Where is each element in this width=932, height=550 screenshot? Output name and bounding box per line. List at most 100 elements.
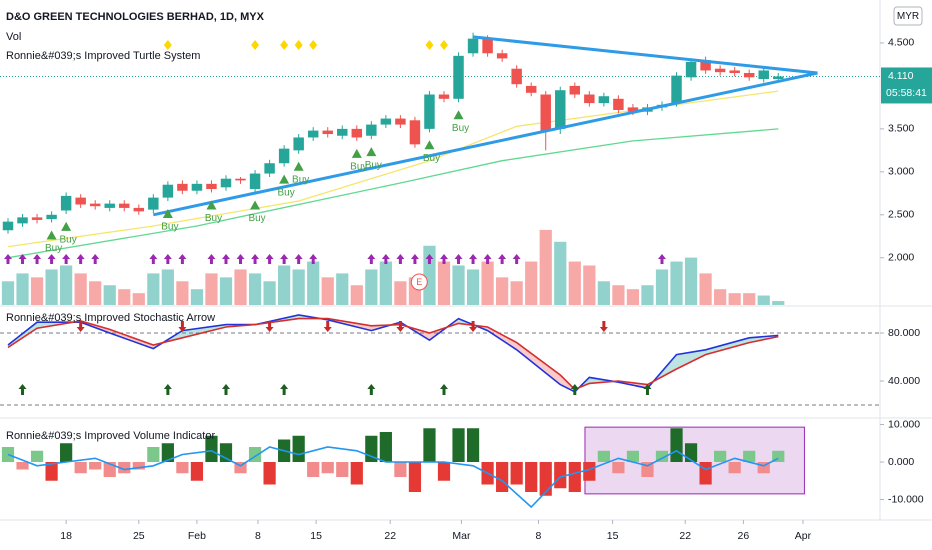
purple-arrow bbox=[425, 254, 434, 264]
volume-bar bbox=[248, 273, 262, 305]
candle-body bbox=[31, 217, 43, 220]
volume-bar bbox=[365, 269, 378, 305]
candle-body bbox=[511, 68, 522, 85]
buy-arrow bbox=[250, 200, 261, 210]
volume-indicator-bar bbox=[496, 462, 509, 492]
volume-label: Vol bbox=[6, 31, 21, 43]
volume-bar bbox=[394, 281, 407, 305]
earnings-marker bbox=[410, 273, 428, 291]
volume-bar bbox=[670, 261, 683, 305]
volume-indicator-bar bbox=[466, 428, 480, 463]
y-tick-label: 2.500 bbox=[888, 209, 914, 221]
purple-arrow bbox=[178, 254, 187, 264]
volume-bar bbox=[205, 273, 218, 305]
volume-bar bbox=[176, 281, 189, 305]
volume-indicator-bar bbox=[452, 428, 465, 463]
candle-body bbox=[133, 207, 145, 212]
down-arrow bbox=[178, 321, 187, 332]
purple-arrow bbox=[91, 254, 100, 264]
candle-body bbox=[148, 197, 159, 210]
signal-diamond bbox=[439, 40, 448, 50]
volume-indicator-line bbox=[7, 446, 779, 509]
volume-indicator-bar bbox=[597, 450, 610, 463]
volume-bar bbox=[452, 265, 465, 305]
volume-bar bbox=[161, 269, 174, 305]
volume-bar bbox=[219, 277, 233, 305]
volume-indicator-bar bbox=[568, 462, 581, 492]
volume-indicator-bar bbox=[437, 462, 451, 481]
purple-arrow bbox=[251, 254, 260, 264]
candle-body bbox=[584, 94, 595, 104]
y-tick-label: 80.000 bbox=[888, 327, 920, 339]
candle-body bbox=[424, 94, 435, 129]
volume-bar bbox=[278, 265, 291, 305]
signal-diamond bbox=[163, 40, 172, 50]
volume-bar bbox=[350, 285, 363, 305]
purple-arrow bbox=[62, 254, 71, 264]
candle-body bbox=[438, 94, 450, 99]
countdown: 05:58:41 bbox=[886, 87, 927, 99]
currency: MYR bbox=[897, 11, 919, 22]
x-tick-label: Apr bbox=[795, 530, 812, 542]
candle-body bbox=[598, 96, 610, 104]
up-arrow bbox=[367, 384, 376, 395]
candle-body bbox=[714, 68, 726, 73]
buy-label: Buy bbox=[248, 213, 265, 224]
volume-bar bbox=[728, 293, 741, 305]
volume-bar bbox=[437, 261, 451, 305]
x-tick-label: 26 bbox=[738, 530, 750, 542]
candle-body bbox=[773, 76, 784, 80]
signal-diamond bbox=[294, 40, 303, 50]
volume-indicator-bar bbox=[118, 462, 131, 474]
volume-bar bbox=[118, 289, 131, 305]
currency-button[interactable] bbox=[893, 6, 923, 26]
buy-arrow bbox=[61, 221, 72, 231]
buy-arrow bbox=[279, 174, 290, 184]
volume-indicator-bar bbox=[525, 462, 538, 492]
volume-bar bbox=[234, 269, 247, 305]
volume-indicator-bar bbox=[670, 428, 683, 463]
purple-arrow bbox=[280, 254, 289, 264]
candle-body bbox=[540, 94, 551, 131]
volume-bar bbox=[568, 261, 581, 305]
buy-arrow bbox=[162, 209, 173, 219]
volume-bar bbox=[684, 257, 698, 305]
candle-body bbox=[627, 107, 639, 112]
y-tick-label: -10.000 bbox=[888, 493, 924, 505]
volume-indicator-bar bbox=[714, 450, 727, 463]
volume-indicator-title: Ronnie&#039;s Improved Volume Indicator bbox=[6, 430, 215, 442]
signal-diamond bbox=[309, 40, 318, 50]
buy-label: Buy bbox=[292, 174, 309, 185]
volume-bar bbox=[525, 261, 538, 305]
volume-bar bbox=[423, 245, 436, 305]
volume-indicator-bar bbox=[205, 435, 218, 463]
up-arrow bbox=[280, 384, 289, 395]
purple-arrow bbox=[265, 254, 274, 264]
volume-bar bbox=[292, 269, 305, 305]
y-tick-label: 2.000 bbox=[888, 252, 914, 264]
volume-indicator-bar bbox=[307, 462, 320, 477]
buy-label: Buy bbox=[452, 123, 469, 134]
candle-body bbox=[409, 120, 421, 145]
candle-body bbox=[177, 183, 188, 191]
volume-indicator-bar bbox=[45, 462, 58, 481]
purple-arrow bbox=[498, 254, 507, 264]
volume-indicator-bar bbox=[74, 462, 87, 474]
up-arrow bbox=[570, 384, 579, 395]
y-tick-label: 0.000 bbox=[888, 456, 914, 468]
volume-indicator-bar bbox=[743, 450, 756, 463]
volume-indicator-bar bbox=[132, 462, 145, 470]
volume-bar bbox=[554, 241, 567, 305]
volume-indicator-bar bbox=[626, 450, 640, 463]
volume-bar bbox=[307, 261, 320, 305]
candle-body bbox=[307, 130, 319, 138]
purple-arrow bbox=[396, 254, 405, 264]
volume-bar bbox=[655, 269, 669, 305]
candle-body bbox=[119, 203, 130, 208]
volume-indicator-bar bbox=[684, 443, 698, 463]
buy-arrow bbox=[351, 148, 362, 158]
volume-bar bbox=[379, 261, 392, 305]
purple-arrow bbox=[512, 254, 521, 264]
down-arrow bbox=[76, 321, 85, 332]
down-arrow bbox=[396, 321, 405, 332]
